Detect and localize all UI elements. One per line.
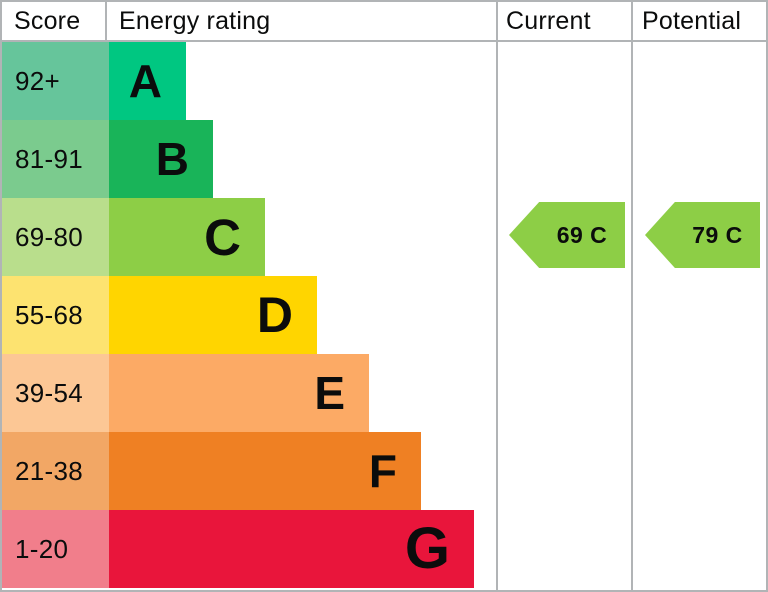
score-cell: 1-20 xyxy=(2,510,109,588)
band-row-e: 39-54 E xyxy=(2,354,766,432)
score-range-label: 81-91 xyxy=(15,143,83,174)
score-range-label: 55-68 xyxy=(15,299,83,330)
score-range-label: 39-54 xyxy=(15,377,83,408)
score-range-label: 1-20 xyxy=(15,533,69,564)
rating-bar: A xyxy=(109,42,186,120)
rating-bar: G xyxy=(109,510,474,588)
rating-bar: B xyxy=(109,120,213,198)
band-row-c: 69-80 C xyxy=(2,198,766,276)
header-energy-rating: Energy rating xyxy=(119,6,271,35)
header-row: Score Energy rating Current Potential xyxy=(2,2,766,42)
score-range-label: 92+ xyxy=(15,65,61,96)
score-cell: 69-80 xyxy=(2,198,109,276)
score-cell: 81-91 xyxy=(2,120,109,198)
score-range-label: 69-80 xyxy=(15,221,83,252)
band-letter: F xyxy=(368,445,397,497)
score-cell: 55-68 xyxy=(2,276,109,354)
rating-bar: E xyxy=(109,354,369,432)
band-letter: A xyxy=(128,55,162,107)
band-row-a: 92+ A xyxy=(2,42,766,120)
potential-rating-label: 79 C xyxy=(692,221,743,248)
header-score: Score xyxy=(2,2,107,40)
band-letter: B xyxy=(155,133,189,185)
band-rows: 92+ A 81-91 B 69-80 C 55-68 D 39-54 E 21… xyxy=(2,42,766,588)
header-current: Current xyxy=(506,6,591,35)
score-cell: 21-38 xyxy=(2,432,109,510)
band-letter: G xyxy=(404,516,450,581)
current-column-divider xyxy=(496,2,498,590)
rating-bar: F xyxy=(109,432,421,510)
band-row-d: 55-68 D xyxy=(2,276,766,354)
score-range-label: 21-38 xyxy=(15,455,83,486)
header-potential: Potential xyxy=(642,6,742,35)
current-rating-label: 69 C xyxy=(556,221,608,248)
band-row-g: 1-20 G xyxy=(2,510,766,588)
band-letter: E xyxy=(314,367,345,419)
band-row-b: 81-91 B xyxy=(2,120,766,198)
band-row-f: 21-38 F xyxy=(2,432,766,510)
score-cell: 92+ xyxy=(2,42,109,120)
band-letter: C xyxy=(204,208,241,266)
potential-column-divider xyxy=(631,2,633,590)
score-cell: 39-54 xyxy=(2,354,109,432)
rating-bar: C xyxy=(109,198,265,276)
band-letter: D xyxy=(256,287,293,343)
rating-bar: D xyxy=(109,276,317,354)
